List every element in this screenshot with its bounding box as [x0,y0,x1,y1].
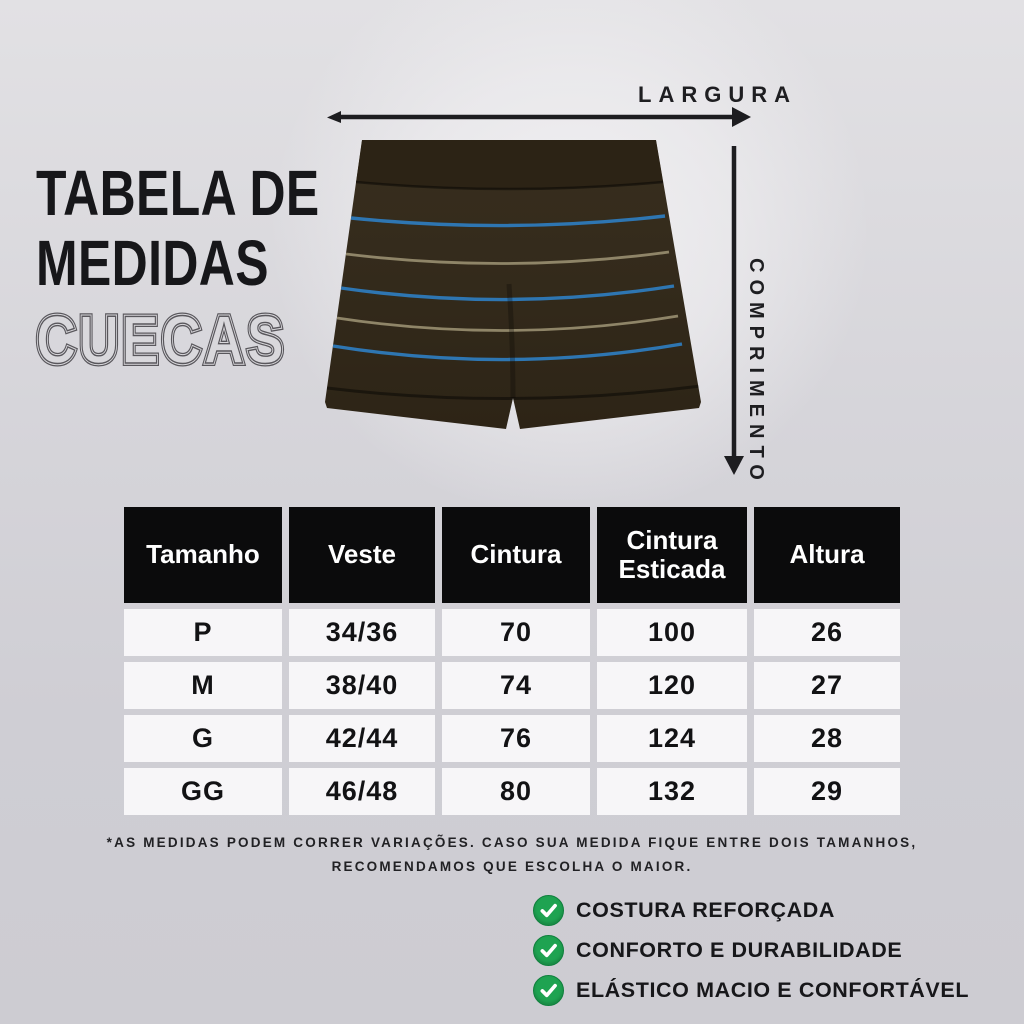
table-header-cell: Veste [289,507,435,603]
size-table: Tamanho Veste Cintura Cintura Esticada A… [124,507,900,815]
size-disclaimer: *AS MEDIDAS PODEM CORRER VARIAÇÕES. CASO… [0,831,1024,879]
table-cell: GG [124,768,282,815]
page-title: TABELA DE MEDIDAS CUECAS CUECAS CUECAS [34,157,400,382]
title-line-1: TABELA DE [36,157,320,229]
table-cell: 26 [754,609,900,656]
disclaimer-line-2: RECOMENDAMOS QUE ESCOLHA O MAIOR. [331,859,693,874]
width-arrow [327,107,751,127]
table-cell: 76 [442,715,590,762]
table-cell: 120 [597,662,747,709]
table-cell: 74 [442,662,590,709]
table-cell: 100 [597,609,747,656]
length-arrow [724,146,744,475]
check-icon [533,935,564,966]
feature-label: ELÁSTICO MACIO E CONFORTÁVEL [576,978,970,1002]
table-header-cell: Cintura Esticada [597,507,747,603]
table-cell: 46/48 [289,768,435,815]
title-line-3-outlined: CUECAS CUECAS CUECAS [34,299,287,381]
feature-label: COSTURA REFORÇADA [576,898,836,922]
table-header-cell: Tamanho [124,507,282,603]
table-cell: 28 [754,715,900,762]
disclaimer-line-1: *AS MEDIDAS PODEM CORRER VARIAÇÕES. CASO… [106,835,918,850]
table-cell: 80 [442,768,590,815]
stripe-pattern [326,140,701,400]
feature-item: ELÁSTICO MACIO E CONFORTÁVEL [533,975,969,1006]
table-header-cell: Altura [754,507,900,603]
feature-item: COSTURA REFORÇADA [533,895,969,926]
table-cell: 27 [754,662,900,709]
check-icon [533,975,564,1006]
table-cell: 34/36 [289,609,435,656]
table-cell: 38/40 [289,662,435,709]
feature-item: CONFORTO E DURABILIDADE [533,935,969,966]
table-cell: G [124,715,282,762]
table-cell: 124 [597,715,747,762]
width-measure-label: LARGURA [638,82,797,107]
title-line-2: MEDIDAS [36,227,269,299]
boxer-shorts-image [325,140,701,429]
table-cell: 70 [442,609,590,656]
table-header-cell: Cintura [442,507,590,603]
table-cell: 42/44 [289,715,435,762]
length-measure-label: COMPRIMENTO [745,258,767,487]
feature-label: CONFORTO E DURABILIDADE [576,938,903,962]
feature-list: COSTURA REFORÇADA CONFORTO E DURABILIDAD… [533,895,969,1015]
table-cell: M [124,662,282,709]
check-icon [533,895,564,926]
table-cell: P [124,609,282,656]
table-cell: 132 [597,768,747,815]
table-cell: 29 [754,768,900,815]
